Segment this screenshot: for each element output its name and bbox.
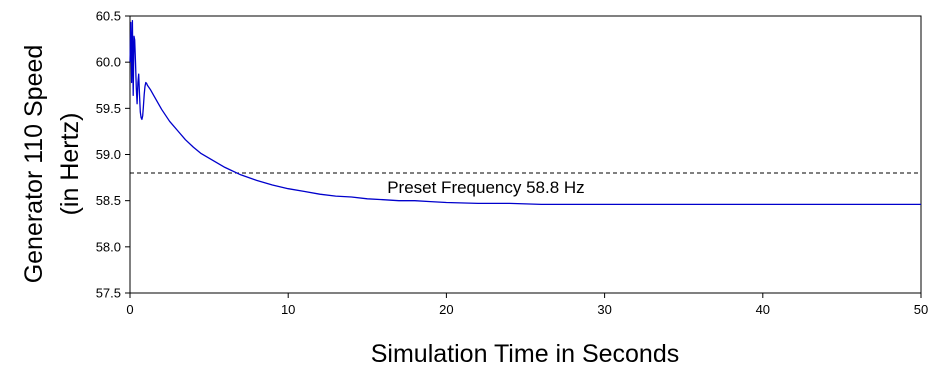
plot-area xyxy=(129,15,922,294)
y-tick-label: 58.5 xyxy=(96,193,121,208)
y-tick-label: 59.5 xyxy=(96,101,121,116)
x-tick-label: 10 xyxy=(281,302,295,317)
speed-series-line xyxy=(129,19,921,206)
axis-ticks: 0 10 20 30 40 50 57.5 58.0 58.5 59.0 59.5 60.0 60.5 xyxy=(96,9,929,318)
y-tick-label: 60.5 xyxy=(96,9,121,24)
y-tick-label: 57.5 xyxy=(96,286,121,301)
plot-frame xyxy=(129,15,922,294)
y-tick-label: 60.0 xyxy=(96,55,121,70)
x-axis-title: Simulation Time in Seconds xyxy=(371,340,679,368)
y-axis-title-line-1: Generator 110 Speed xyxy=(20,45,48,284)
x-tick-label: 0 xyxy=(126,302,133,317)
y-tick-label: 59.0 xyxy=(96,147,121,162)
x-tick-label: 30 xyxy=(597,302,611,317)
preset-frequency-annotation: Preset Frequency 58.8 Hz xyxy=(387,178,584,197)
y-axis-title-line-2: (in Hertz) xyxy=(56,113,84,216)
x-tick-label: 20 xyxy=(439,302,453,317)
x-tick-label: 50 xyxy=(914,302,928,317)
y-tick-label: 58.0 xyxy=(96,239,121,254)
x-tick-label: 40 xyxy=(756,302,770,317)
